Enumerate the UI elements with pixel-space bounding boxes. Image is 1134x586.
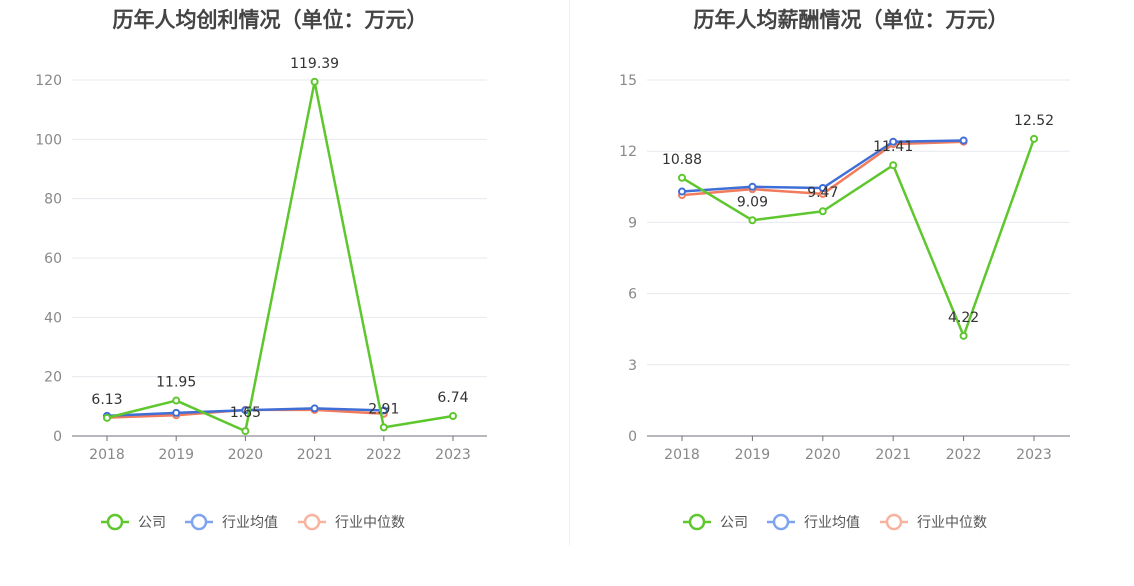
data-label: 4.22 [948,310,979,326]
chart-panel-left: 历年人均创利情况（单位：万元） 0 20 40 60 80 100 120 2018 2019 20… [0,0,567,582]
data-label: 6.74 [437,390,468,406]
data-label: 12.52 [1014,113,1054,129]
data-label: 9.47 [807,185,838,201]
data-label: 2.91 [368,401,399,417]
legend-marker [885,513,903,531]
y-tick-label: 15 [619,73,637,89]
legend-label: 行业均值 [804,515,860,531]
x-tick-label: 2023 [1016,447,1052,463]
data-point[interactable] [678,173,686,182]
data-point[interactable] [818,183,827,192]
y-tick-label: 20 [44,370,62,386]
legend-marker [303,513,321,531]
y-tick-label: 60 [44,251,62,267]
legend-label: 行业中位数 [917,515,987,531]
legend-label: 公司 [138,515,166,531]
data-label: 6.13 [91,392,122,408]
chart-svg-right: 历年人均薪酬情况（单位：万元） 0 3 6 9 12 15 2018 2019 2020 2021 2… [619,8,1070,531]
x-tick-label: 2020 [228,447,264,463]
y-tick-label: 0 [53,429,62,445]
x-tick-label: 2019 [735,447,771,463]
data-point[interactable] [889,161,898,170]
data-point[interactable] [241,427,250,436]
legend-marker [772,513,790,531]
x-tick-label: 2023 [435,447,471,463]
series-line-company [106,80,454,433]
legend-marker [190,513,208,531]
data-point[interactable] [959,136,968,145]
x-tick-label: 2021 [875,447,911,463]
legend-marker [106,513,124,531]
data-point[interactable] [310,77,319,86]
data-label: 1.65 [230,405,261,421]
x-tick-label: 2018 [664,447,700,463]
data-point[interactable] [748,216,757,225]
chart-title: 历年人均创利情况（单位：万元） [113,8,428,32]
data-label: 119.39 [290,56,339,72]
data-point[interactable] [172,396,181,405]
data-point[interactable] [103,413,111,422]
data-point[interactable] [172,408,181,417]
y-tick-label: 80 [44,192,62,208]
x-tick-label: 2021 [297,447,333,463]
data-point[interactable] [818,207,827,216]
chart-title: 历年人均薪酬情况（单位：万元） [694,8,1009,32]
x-tick-label: 2022 [946,447,982,463]
legend-label: 公司 [720,515,748,531]
x-tick-label: 2018 [89,447,125,463]
y-tick-label: 40 [44,310,62,326]
legend-item-industry-median[interactable]: 行业中位数 [298,513,405,531]
data-point[interactable] [959,331,968,340]
legend-marker [688,513,706,531]
data-label: 11.41 [873,139,913,155]
x-tick-label: 2019 [158,447,194,463]
x-tick-label: 2020 [805,447,841,463]
data-point[interactable] [889,137,898,146]
data-point[interactable] [310,404,319,413]
legend-item-industry-mean[interactable]: 行业均值 [767,513,860,531]
legend-item-industry-median[interactable]: 行业中位数 [880,513,987,531]
y-tick-label: 100 [35,132,62,148]
data-point[interactable] [748,182,757,191]
chart-panel-right: 历年人均薪酬情况（单位：万元） 0 3 6 9 12 15 2018 2019 2020 2021 2… [567,0,1134,582]
legend-label: 行业均值 [222,515,278,531]
legend-item-industry-mean[interactable]: 行业均值 [185,513,278,531]
data-point[interactable] [678,187,686,196]
panel-divider [569,0,570,545]
y-tick-label: 3 [628,358,637,374]
data-point[interactable] [449,412,457,421]
y-tick-label: 0 [628,429,637,445]
data-point[interactable] [1030,134,1038,143]
legend-label: 行业中位数 [335,515,405,531]
y-tick-label: 12 [619,144,637,160]
legend-item-company[interactable]: 公司 [101,513,166,531]
data-label: 9.09 [737,194,768,210]
data-label: 10.88 [662,152,702,168]
chart-svg-left: 历年人均创利情况（单位：万元） 0 20 40 60 80 100 120 2018 2019 20… [35,8,487,531]
y-tick-label: 120 [35,73,62,89]
series-line-industry-mean [681,139,964,193]
legend-item-company[interactable]: 公司 [683,513,748,531]
data-point[interactable] [379,423,388,432]
y-tick-label: 9 [628,215,637,231]
series-line-company [681,138,1036,338]
y-tick-label: 6 [628,287,637,303]
x-tick-label: 2022 [366,447,402,463]
data-label: 11.95 [156,375,196,391]
